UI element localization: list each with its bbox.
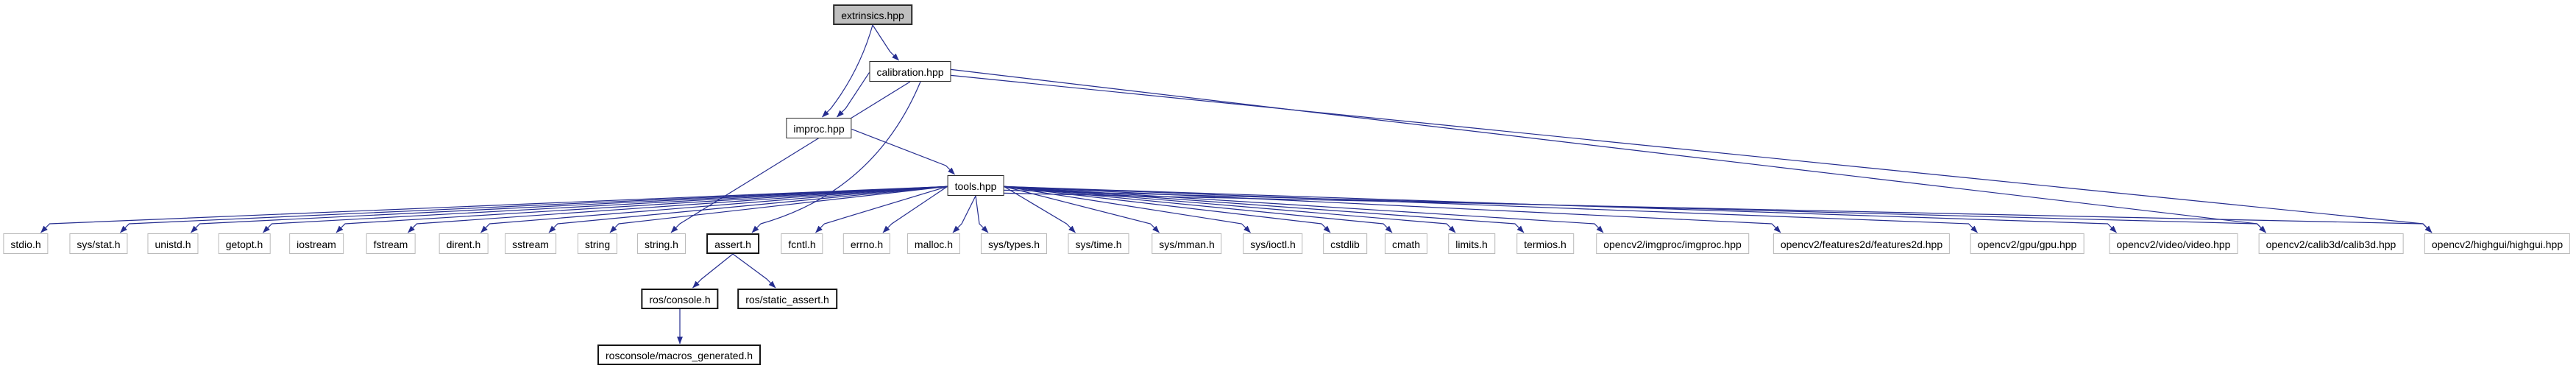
include-edge-calibration-cv_calib3d xyxy=(951,68,2266,233)
include-edge-calibration-improc xyxy=(837,72,870,118)
include-edge-tools-sstream xyxy=(548,186,948,233)
graph-node-unistd_h[interactable]: unistd.h xyxy=(147,233,199,254)
graph-node-cv_imgproc[interactable]: opencv2/imgproc/imgproc.hpp xyxy=(1596,233,1749,254)
graph-node-cv_highgui[interactable]: opencv2/highgui/highgui.hpp xyxy=(2424,233,2571,254)
include-edge-tools-sys_stat_h xyxy=(120,186,948,233)
include-edge-tools-cv_highgui xyxy=(1004,192,2433,233)
include-edge-tools-limits_h xyxy=(1004,186,1456,233)
include-edge-tools-termios_h xyxy=(1004,186,1525,233)
graph-node-sys_mman_h[interactable]: sys/mman.h xyxy=(1152,233,1222,254)
graph-node-string_h[interactable]: string.h xyxy=(637,233,686,254)
include-edge-tools-fcntl_h xyxy=(815,186,948,233)
graph-node-extrinsics[interactable]: extrinsics.hpp xyxy=(833,4,912,25)
graph-node-assert_h[interactable]: assert.h xyxy=(706,233,759,254)
include-edge-tools-sys_time_h xyxy=(1004,186,1076,233)
include-edge-tools-fstream xyxy=(408,186,948,233)
graph-node-dirent_h[interactable]: dirent.h xyxy=(439,233,489,254)
graph-node-sys_ioctl_h[interactable]: sys/ioctl.h xyxy=(1243,233,1303,254)
graph-node-sys_types_h[interactable]: sys/types.h xyxy=(980,233,1048,254)
include-edge-tools-sys_ioctl_h xyxy=(1004,186,1251,233)
include-edge-tools-cstdlib xyxy=(1004,186,1331,233)
graph-node-cv_features2d[interactable]: opencv2/features2d/features2d.hpp xyxy=(1773,233,1951,254)
include-edge-extrinsics-improc xyxy=(822,24,873,118)
graph-node-iostream[interactable]: iostream xyxy=(289,233,344,254)
graph-node-rosconsole_macros[interactable]: rosconsole/macros_generated.h xyxy=(597,344,762,365)
include-edge-tools-getopt_h xyxy=(263,186,948,233)
graph-node-ros_console[interactable]: ros/console.h xyxy=(641,289,719,309)
include-edge-calibration-string_h xyxy=(670,81,911,233)
graph-node-sstream[interactable]: sstream xyxy=(505,233,556,254)
include-edge-calibration-assert_h xyxy=(751,81,921,233)
graph-node-string[interactable]: string xyxy=(577,233,618,254)
include-edge-tools-sys_types_h xyxy=(975,195,989,233)
include-edge-tools-stdio_h xyxy=(40,186,948,233)
include-edge-tools-malloc_h xyxy=(952,195,976,233)
graph-node-cv_video[interactable]: opencv2/video/video.hpp xyxy=(2109,233,2238,254)
graph-node-fstream[interactable]: fstream xyxy=(366,233,416,254)
graph-node-cv_gpu[interactable]: opencv2/gpu/gpu.hpp xyxy=(1970,233,2084,254)
include-edge-improc-tools xyxy=(851,128,955,175)
graph-node-cstdlib[interactable]: cstdlib xyxy=(1323,233,1367,254)
include-edge-tools-errno_h xyxy=(882,186,948,233)
graph-node-malloc_h[interactable]: malloc.h xyxy=(906,233,961,254)
graph-node-tools[interactable]: tools.hpp xyxy=(947,175,1004,196)
include-edge-tools-cv_calib3d xyxy=(1004,189,2266,233)
include-edge-tools-sys_mman_h xyxy=(1004,186,1160,233)
graph-node-stdio_h[interactable]: stdio.h xyxy=(3,233,49,254)
include-edge-tools-string xyxy=(609,186,948,233)
include-edge-extrinsics-calibration xyxy=(872,24,899,61)
graph-node-errno_h[interactable]: errno.h xyxy=(842,233,891,254)
graph-node-termios_h[interactable]: termios.h xyxy=(1516,233,1574,254)
include-edge-tools-unistd_h xyxy=(191,186,948,233)
include-edge-assert_h-ros_console xyxy=(692,253,734,289)
graph-node-improc[interactable]: improc.hpp xyxy=(786,118,852,138)
graph-node-getopt_h[interactable]: getopt.h xyxy=(218,233,271,254)
include-edge-tools-iostream xyxy=(336,186,948,233)
graph-node-fcntl_h[interactable]: fcntl.h xyxy=(781,233,823,254)
include-edge-tools-cv_imgproc xyxy=(1004,186,1604,233)
graph-node-ros_static_assert[interactable]: ros/static_assert.h xyxy=(737,289,837,309)
graph-node-sys_time_h[interactable]: sys/time.h xyxy=(1068,233,1129,254)
graph-node-cmath[interactable]: cmath xyxy=(1384,233,1428,254)
include-edge-tools-cv_video xyxy=(1004,186,2117,233)
graph-node-sys_stat_h[interactable]: sys/stat.h xyxy=(69,233,128,254)
include-edge-assert_h-ros_static_assert xyxy=(732,253,776,289)
graph-node-calibration[interactable]: calibration.hpp xyxy=(869,61,951,82)
graph-node-limits_h[interactable]: limits.h xyxy=(1448,233,1495,254)
include-edge-tools-dirent_h xyxy=(480,186,948,233)
graph-node-cv_calib3d[interactable]: opencv2/calib3d/calib3d.hpp xyxy=(2258,233,2404,254)
include-edge-tools-cmath xyxy=(1004,186,1393,233)
